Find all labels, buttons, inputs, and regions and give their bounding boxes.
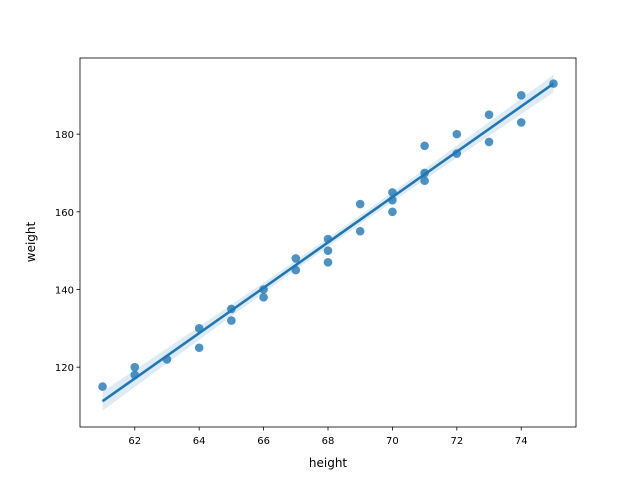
point <box>323 246 333 255</box>
point <box>98 382 107 391</box>
point <box>420 141 429 151</box>
x-tick-label: 70 <box>386 436 399 447</box>
point <box>355 226 365 236</box>
x-tick-label: 62 <box>128 436 141 447</box>
point <box>452 129 462 139</box>
x-tick-label: 66 <box>257 436 270 447</box>
y-axis-label: weight <box>24 221 38 262</box>
point <box>452 149 462 158</box>
point <box>227 316 236 325</box>
point <box>388 207 397 217</box>
point <box>323 234 333 244</box>
x-tick-label: 64 <box>193 436 206 447</box>
point <box>259 292 268 302</box>
point <box>162 355 172 364</box>
point <box>194 324 204 333</box>
point <box>484 110 494 120</box>
point <box>291 265 301 275</box>
point <box>130 362 140 372</box>
x-tick-label: 72 <box>450 436 463 447</box>
point <box>259 285 268 294</box>
point <box>323 258 333 267</box>
point <box>194 343 204 353</box>
x-tick-label: 74 <box>515 436 528 447</box>
point <box>420 168 429 178</box>
point <box>549 79 558 88</box>
point <box>516 118 526 127</box>
y-tick-label: 120 <box>55 363 74 374</box>
x-tick-label: 68 <box>322 436 335 447</box>
y-tick-label: 140 <box>55 285 74 296</box>
y-tick-label: 160 <box>55 208 74 219</box>
point <box>484 137 494 147</box>
point <box>130 370 140 380</box>
point <box>227 304 236 314</box>
point <box>388 195 397 205</box>
point <box>420 176 429 186</box>
x-axis-label: height <box>309 456 348 470</box>
point <box>291 254 301 263</box>
point <box>355 199 365 209</box>
plot-frame <box>79 57 577 428</box>
point <box>388 188 397 197</box>
y-tick-label: 180 <box>55 130 74 141</box>
point <box>516 90 526 100</box>
